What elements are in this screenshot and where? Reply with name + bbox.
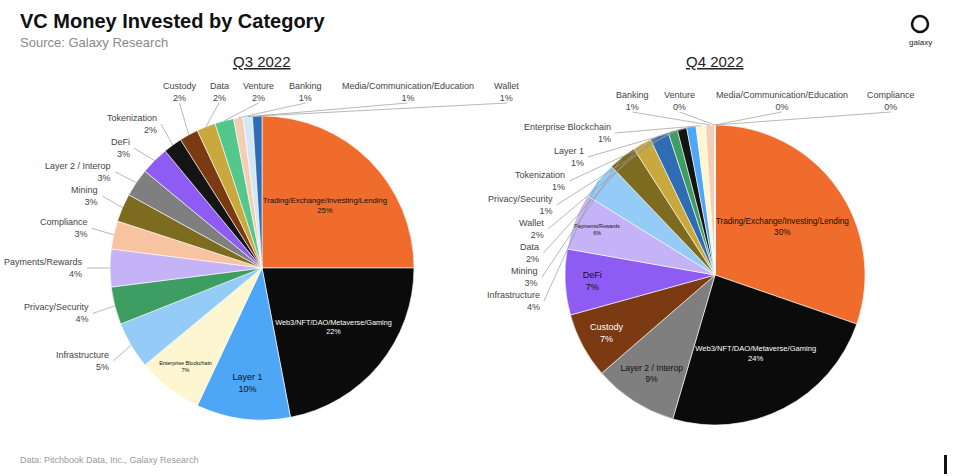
svg-text:Infrastructure4%: Infrastructure4% xyxy=(487,290,540,312)
svg-text:Q4 2022: Q4 2022 xyxy=(686,53,744,70)
svg-text:Media/Communication/Education1: Media/Communication/Education1% xyxy=(342,81,474,103)
svg-text:VC Money Invested by Category: VC Money Invested by Category xyxy=(20,10,325,32)
svg-text:Payments/Rewards4%: Payments/Rewards4% xyxy=(4,257,83,279)
svg-text:Wallet1%: Wallet1% xyxy=(494,81,519,103)
svg-text:Banking1%: Banking1% xyxy=(616,90,649,112)
svg-text:Q3 2022: Q3 2022 xyxy=(233,53,291,70)
svg-text:Custody7%: Custody7% xyxy=(590,322,624,344)
svg-text:DeFi3%: DeFi3% xyxy=(111,137,130,159)
svg-text:Web3/NFT/DAO/Metaverse/Gaming2: Web3/NFT/DAO/Metaverse/Gaming24% xyxy=(695,344,816,363)
svg-text:Tokenization2%: Tokenization2% xyxy=(107,113,157,135)
svg-text:Privacy/Security4%: Privacy/Security4% xyxy=(24,302,89,324)
svg-text:Layer 11%: Layer 11% xyxy=(554,146,584,168)
svg-text:Venture2%: Venture2% xyxy=(243,81,274,103)
svg-text:Mining3%: Mining3% xyxy=(71,185,98,207)
svg-text:Layer 110%: Layer 110% xyxy=(232,372,262,394)
svg-text:Venture0%: Venture0% xyxy=(664,90,695,112)
svg-text:Data2%: Data2% xyxy=(520,242,539,264)
svg-text:Trading/Exchange/Investing/Len: Trading/Exchange/Investing/Lending25% xyxy=(263,196,387,215)
svg-text:Wallet2%: Wallet2% xyxy=(519,218,544,240)
svg-text:Enterprise Blockchain1%: Enterprise Blockchain1% xyxy=(524,122,611,144)
svg-text:Banking1%: Banking1% xyxy=(289,81,322,103)
svg-text:Enterprise Blockchain7%: Enterprise Blockchain7% xyxy=(159,360,212,373)
svg-text:Web3/NFT/DAO/Metaverse/Gaming2: Web3/NFT/DAO/Metaverse/Gaming22% xyxy=(275,318,392,337)
svg-text:Infrastructure5%: Infrastructure5% xyxy=(56,350,109,372)
svg-text:Tokenization1%: Tokenization1% xyxy=(515,170,565,192)
svg-text:Data2%: Data2% xyxy=(210,81,229,103)
svg-text:Layer 2 / Interop3%: Layer 2 / Interop3% xyxy=(45,161,111,183)
svg-text:Media/Communication/Education0: Media/Communication/Education0% xyxy=(716,90,848,112)
svg-text:Compliance0%: Compliance0% xyxy=(867,90,915,112)
svg-text:Custody2%: Custody2% xyxy=(163,81,197,103)
svg-text:Data: Pitchbook Data, Inc., Ga: Data: Pitchbook Data, Inc., Galaxy Resea… xyxy=(20,455,199,465)
svg-text:Payments/Rewards6%: Payments/Rewards6% xyxy=(574,223,620,236)
svg-text:Mining3%: Mining3% xyxy=(511,266,538,288)
svg-text:Source: Galaxy Research: Source: Galaxy Research xyxy=(20,35,168,50)
svg-text:galaxy: galaxy xyxy=(909,38,932,47)
svg-text:Layer 2 / Interop9%: Layer 2 / Interop9% xyxy=(620,363,683,384)
svg-text:Compliance3%: Compliance3% xyxy=(40,217,88,239)
svg-text:Privacy/Security1%: Privacy/Security1% xyxy=(488,194,553,216)
svg-text:DeFi7%: DeFi7% xyxy=(583,270,602,292)
svg-text:Trading/Exchange/Investing/Len: Trading/Exchange/Investing/Lending30% xyxy=(716,217,850,237)
